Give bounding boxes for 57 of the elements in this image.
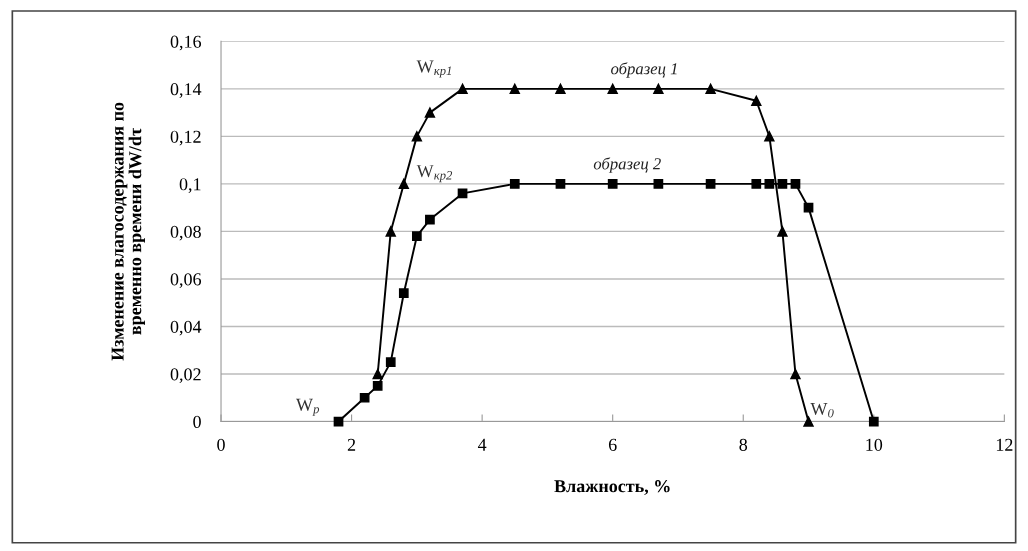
annotation: W$_{кр1}$	[416, 60, 452, 78]
point	[372, 368, 383, 380]
y-tick-label: 0,16	[170, 35, 202, 51]
point	[411, 231, 422, 242]
y-tick-label: 0,1	[179, 178, 201, 193]
series-label: образец 1	[611, 62, 677, 78]
x-tick-label: 12	[996, 438, 1013, 451]
point	[457, 83, 468, 95]
point	[790, 368, 801, 380]
annotation: W$_{0}$	[810, 402, 834, 418]
y-tick-label: 0,14	[170, 83, 202, 98]
point	[868, 416, 879, 427]
point	[790, 179, 801, 189]
point	[803, 416, 814, 427]
point	[764, 131, 775, 142]
point	[509, 83, 520, 95]
point	[607, 83, 618, 95]
point	[555, 179, 566, 189]
point	[705, 83, 716, 95]
point	[398, 288, 409, 299]
series-label: образец 2	[593, 157, 661, 173]
point	[385, 226, 396, 237]
x-tick-label: 6	[608, 438, 617, 451]
y-tick-label: 0,02	[170, 368, 201, 384]
x-axis-title: Влажность, %	[554, 480, 670, 495]
annotation: W$_{кр2}$	[416, 165, 453, 183]
point	[764, 179, 775, 189]
x-tick-label: 2	[347, 438, 356, 451]
point	[509, 179, 520, 189]
point	[555, 83, 566, 95]
y-axis-title: Изменение влагосодержания по временно времени dW/dτ	[111, 102, 145, 361]
y-tick-label: 0,06	[170, 273, 202, 288]
point	[653, 179, 664, 189]
point	[385, 357, 396, 367]
point	[425, 214, 435, 225]
annotation: W$_{р}$	[295, 398, 320, 416]
x-tick-label: 10	[866, 438, 883, 451]
point	[705, 179, 716, 189]
point	[653, 83, 664, 95]
y-tick-label: 0,12	[170, 130, 201, 146]
point	[359, 392, 370, 403]
point	[372, 381, 383, 391]
point	[398, 178, 410, 190]
x-tick-label: 0	[217, 438, 225, 451]
point	[803, 202, 814, 213]
point	[777, 226, 788, 237]
point	[777, 179, 788, 189]
y-tick-label: 0	[193, 415, 201, 428]
x-tick-label: 4	[477, 438, 487, 451]
point	[607, 179, 618, 189]
point	[751, 95, 762, 106]
y-tick-label: 0,04	[170, 320, 202, 336]
point	[411, 131, 423, 142]
point	[424, 107, 436, 118]
point	[751, 179, 762, 189]
y-tick-label: 0,08	[170, 225, 201, 241]
x-tick-label: 8	[739, 438, 748, 451]
